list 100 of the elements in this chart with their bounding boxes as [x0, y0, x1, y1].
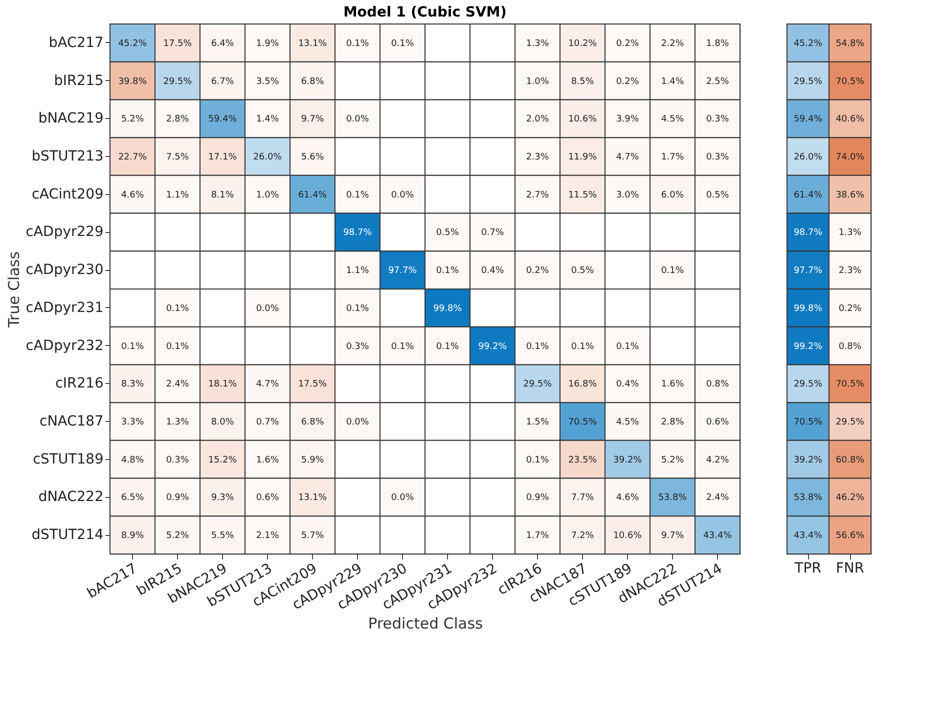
- data-label: 40.6%: [836, 114, 865, 125]
- data-label: 0.5%: [436, 228, 460, 238]
- data-label: 5.2%: [166, 531, 190, 542]
- data-label: 98.7%: [794, 228, 823, 238]
- data-label: 2.3%: [526, 152, 550, 162]
- data-label: 1.3%: [166, 418, 190, 428]
- data-label: 11.5%: [568, 190, 598, 200]
- y-tick-label: cADpyr232: [26, 338, 104, 354]
- data-label: 18.1%: [208, 380, 238, 390]
- data-label: 53.8%: [658, 493, 688, 504]
- data-label: 0.1%: [346, 190, 370, 200]
- data-label: 9.7%: [661, 531, 684, 542]
- data-label: 54.8%: [836, 38, 865, 49]
- data-label: 0.1%: [166, 342, 190, 352]
- data-label: 6.8%: [301, 418, 324, 428]
- data-label: 9.7%: [301, 114, 324, 125]
- data-label: 1.3%: [526, 38, 550, 49]
- y-tick-label: bIR215: [54, 72, 104, 89]
- data-label: 39.2%: [794, 455, 823, 466]
- data-label: 7.2%: [571, 531, 594, 542]
- data-label: 9.3%: [211, 493, 234, 504]
- data-label: 0.2%: [526, 266, 550, 276]
- data-label: 0.2%: [616, 76, 640, 87]
- data-label: 61.4%: [794, 190, 823, 200]
- data-label: 4.8%: [121, 455, 144, 466]
- data-label: 6.8%: [301, 76, 324, 87]
- data-label: 1.4%: [661, 76, 684, 87]
- data-label: 2.8%: [166, 114, 190, 125]
- data-label: 1.0%: [256, 190, 280, 200]
- data-label: 0.1%: [436, 342, 460, 352]
- data-label: 0.1%: [121, 342, 144, 352]
- data-label: 56.6%: [836, 531, 865, 542]
- data-label: 4.5%: [616, 418, 640, 428]
- data-label: 6.4%: [211, 38, 234, 49]
- x-tick-label: TPR: [794, 560, 822, 576]
- data-label: 11.9%: [568, 152, 598, 162]
- x-axis-title: Predicted Class: [368, 614, 484, 632]
- data-label: 53.8%: [794, 493, 823, 504]
- data-label: 7.7%: [571, 493, 594, 504]
- data-label: 1.1%: [166, 190, 190, 200]
- data-label: 8.0%: [211, 418, 234, 428]
- data-label: 6.5%: [121, 493, 144, 504]
- data-label: 17.5%: [298, 380, 328, 390]
- data-label: 5.7%: [301, 531, 324, 542]
- data-label: 2.0%: [526, 114, 550, 125]
- data-label: 0.1%: [166, 304, 190, 314]
- data-label: 29.5%: [836, 418, 865, 428]
- data-label: 4.7%: [256, 380, 280, 390]
- y-tick-label: dNAC222: [38, 489, 104, 506]
- data-label: 5.2%: [121, 114, 144, 125]
- data-label: 22.7%: [118, 152, 148, 162]
- data-label: 2.4%: [706, 493, 730, 504]
- data-label: 2.1%: [256, 531, 280, 542]
- data-label: 29.5%: [794, 380, 823, 390]
- data-label: 1.8%: [706, 38, 730, 49]
- data-label: 6.7%: [211, 76, 234, 87]
- data-label: 0.0%: [391, 493, 414, 504]
- data-label: 0.0%: [346, 114, 370, 125]
- data-label: 2.7%: [526, 190, 550, 200]
- data-label: 6.0%: [661, 190, 684, 200]
- data-label: 45.2%: [118, 38, 148, 49]
- data-label: 0.1%: [391, 342, 414, 352]
- data-label: 0.3%: [706, 114, 730, 125]
- data-label: 3.9%: [616, 114, 640, 125]
- data-label: 10.2%: [568, 38, 598, 49]
- chart-title: Model 1 (Cubic SVM): [343, 4, 507, 20]
- data-label: 0.0%: [346, 418, 370, 428]
- data-label: 0.5%: [706, 190, 730, 200]
- data-label: 99.8%: [433, 304, 462, 314]
- data-label: 70.5%: [568, 418, 598, 428]
- data-label: 1.3%: [838, 228, 862, 238]
- data-label: 0.1%: [526, 342, 550, 352]
- data-label: 4.6%: [121, 190, 144, 200]
- data-label: 5.5%: [211, 531, 234, 542]
- data-label: 0.2%: [616, 38, 640, 49]
- data-label: 15.2%: [208, 455, 238, 466]
- data-label: 38.6%: [836, 190, 865, 200]
- data-label: 0.6%: [706, 418, 730, 428]
- data-label: 97.7%: [794, 266, 823, 276]
- data-label: 0.7%: [481, 228, 504, 238]
- data-label: 4.2%: [706, 455, 730, 466]
- data-label: 7.5%: [166, 152, 190, 162]
- data-label: 1.7%: [661, 152, 684, 162]
- y-axis-title: True Class: [4, 251, 23, 329]
- data-label: 0.1%: [571, 342, 594, 352]
- data-label: 45.2%: [794, 38, 823, 49]
- y-tick-label: cIR216: [55, 376, 104, 392]
- data-label: 2.2%: [661, 38, 684, 49]
- data-label: 1.1%: [346, 266, 370, 276]
- data-label: 5.6%: [301, 152, 324, 162]
- data-label: 1.0%: [526, 76, 550, 87]
- y-tick-label: dSTUT214: [32, 527, 104, 544]
- data-label: 70.5%: [794, 418, 823, 428]
- data-label: 70.5%: [836, 76, 865, 87]
- data-label: 1.6%: [256, 455, 280, 466]
- data-label: 0.3%: [346, 342, 370, 352]
- data-label: 99.8%: [794, 304, 823, 314]
- data-label: 0.0%: [391, 190, 414, 200]
- y-tick-label: cADpyr229: [26, 224, 104, 240]
- y-tick-label: cADpyr231: [26, 300, 104, 316]
